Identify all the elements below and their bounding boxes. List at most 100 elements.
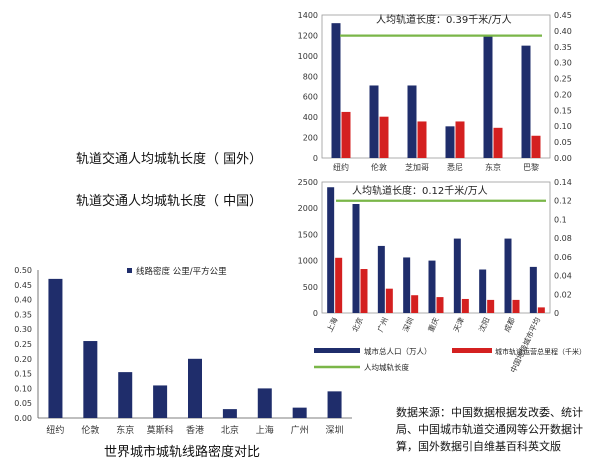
bar-rail-length [385,288,393,313]
bar-population [407,85,417,158]
source-note-line: 局、中国城市轨道交通网等公开数据计 [396,423,583,436]
y-tick-label-left: 500 [303,283,318,292]
x-tick-label: 北京 [221,424,239,436]
source-note-line: 数据来源：中国数据根据发改委、统计 [396,406,583,419]
legend-swatch-population [314,348,360,353]
y-tick-label-right: 0.25 [554,75,572,84]
reference-label-china: 人均轨道长度：0.12千米/万人 [352,184,488,197]
bar-population [369,85,379,158]
bar-rail-length [360,269,368,313]
bar-rail-length [537,307,545,313]
y-tick-label-left: 400 [303,113,318,122]
y-tick-label-right: 0.1 [554,215,567,224]
bar-rail-length [417,121,427,158]
bar-population [521,45,531,159]
x-tick-label: 纽约 [46,424,64,436]
bar-rail-length [461,298,469,313]
legend-swatch-rail-length [452,348,492,353]
y-tick-label: 0.15 [14,370,32,379]
bar-population [428,260,436,313]
bar-density [257,388,272,418]
y-tick-label: 0.30 [14,325,32,334]
bar-density [83,341,98,418]
y-tick-label-left: 2000 [298,204,318,213]
bar-rail-length [379,116,389,158]
y-tick-label: 0.20 [14,355,32,364]
y-tick-label: 0.45 [14,281,32,290]
y-tick-label-right: 0.30 [554,59,572,68]
y-tick-label-right: 0.06 [554,253,572,262]
y-tick-label-right: 0.05 [554,138,572,147]
x-tick-label: 芝加哥 [405,162,429,172]
y-tick-label-left: 200 [303,134,318,143]
legend-label-population: 城市总人口（万人） [364,346,432,356]
bar-rail-length [531,135,541,158]
legend-label-rail-length: 城市轨道运营总里程（千米） [495,347,586,356]
x-tick-label: 广州 [375,316,390,334]
y-tick-label-left: 1000 [298,257,318,266]
caption-china: 轨道交通人均城轨长度（ 中国） [76,194,263,209]
y-tick-label-left: 0 [313,309,318,318]
y-tick-label: 0.00 [14,414,32,423]
y-tick-label-right: 0.00 [554,154,572,163]
bar-population [331,23,341,158]
bar-density [118,372,133,418]
bar-population [529,266,537,313]
bar-density [153,385,168,418]
x-tick-label: 纽约 [333,162,349,172]
legend-label-reference: 人均城轨长度 [364,362,409,372]
x-tick-label: 东京 [485,162,501,172]
y-tick-label-right: 0.10 [554,122,572,131]
bar-density [188,358,202,418]
y-tick-label: 0.10 [14,384,32,393]
bar-density [292,407,307,418]
y-tick-label: 0.35 [14,310,32,319]
bar-density [222,409,237,418]
y-tick-label: 0.05 [14,399,32,408]
bar-population [479,269,487,313]
bar-rail-length [341,111,351,158]
y-tick-label-left: 1000 [298,52,318,61]
y-tick-label-right: 0 [554,309,559,318]
y-tick-label-left: 1500 [298,230,318,239]
x-tick-label: 重庆 [425,315,441,333]
bar-population [327,187,335,313]
bar-rail-length [487,299,495,313]
bar-population [504,238,512,313]
y-tick-label: 0.40 [14,296,32,305]
bar-population [453,238,461,313]
plot-frame-foreign [321,14,551,159]
y-tick-label-left: 1200 [298,31,318,40]
reference-label-foreign: 人均轨道长度：0.39千米/万人 [376,13,512,26]
legend-swatch-density [127,268,132,273]
x-tick-label: 天津 [452,316,467,334]
bar-rail-length [512,299,520,313]
legend-label-density: 线路密度 公里/平方公里 [136,266,227,277]
y-tick-label-right: 0.20 [554,90,572,99]
y-tick-label-right: 0.08 [554,234,572,243]
source-note: 数据来源：中国数据根据发改委、统计 局、中国城市轨道交通网等公开数据计 算，国外… [396,404,596,455]
y-tick-label-left: 600 [303,93,318,102]
bar-density [48,278,63,418]
bar-population [403,257,411,313]
x-tick-label: 伦敦 [371,162,387,172]
bar-rail-length [436,297,444,313]
x-tick-label: 北京 [349,315,365,333]
x-tick-label: 巴黎 [523,162,539,172]
y-tick-label-right: 0.35 [554,43,572,52]
x-tick-label: 广州 [291,424,309,436]
x-tick-label: 伦敦 [81,424,99,436]
bottom-chart-title: 世界城市城轨线路密度对比 [104,445,261,460]
bar-population [352,204,360,313]
x-tick-label: 成都 [501,315,517,333]
x-tick-label: 上海 [256,424,274,436]
bar-population [445,126,455,158]
y-tick-label-left: 1400 [298,11,318,20]
x-tick-label: 深圳 [326,425,344,436]
y-tick-label: 0.25 [14,340,32,349]
bar-rail-length [493,127,503,158]
bar-rail-length [411,295,419,313]
source-note-line: 算，国外数据引自维基百科英文版 [396,440,561,453]
y-tick-label-right: 0.14 [554,178,572,187]
